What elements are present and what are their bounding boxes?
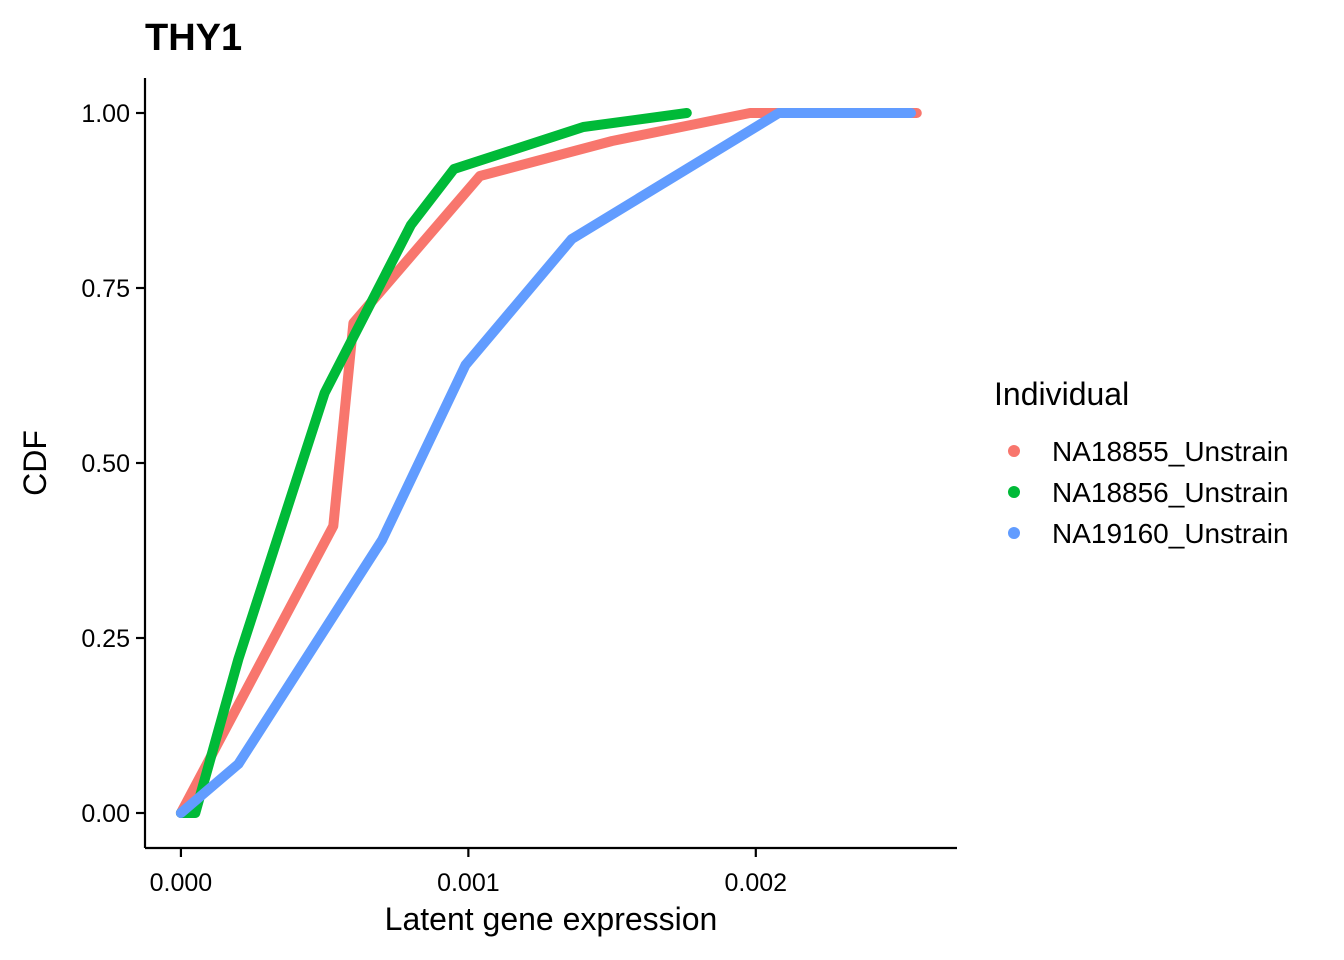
legend: Individual NA18855_Unstrain NA18856_Unstr… bbox=[994, 376, 1289, 549]
legend-label-2: NA19160_Unstrain bbox=[1052, 518, 1289, 549]
x-tick-label: 0.001 bbox=[437, 869, 500, 897]
y-axis-ticks: 0.00 0.25 0.50 0.75 1.00 bbox=[81, 100, 145, 828]
legend-label-0: NA18855_Unstrain bbox=[1052, 436, 1289, 467]
chart-title: THY1 bbox=[145, 17, 242, 59]
x-axis-ticks: 0.000 0.001 0.002 bbox=[150, 848, 787, 897]
legend-label-1: NA18856_Unstrain bbox=[1052, 477, 1289, 508]
x-tick-label: 0.002 bbox=[725, 869, 788, 897]
y-tick-label: 0.50 bbox=[81, 450, 130, 478]
legend-key-0 bbox=[1008, 445, 1020, 457]
y-tick-label: 0.00 bbox=[81, 800, 130, 828]
series-line-0 bbox=[175, 108, 922, 818]
y-tick-label: 1.00 bbox=[81, 100, 130, 128]
legend-items: NA18855_Unstrain NA18856_Unstrain NA19160_… bbox=[1008, 436, 1289, 549]
y-tick-label: 0.75 bbox=[81, 275, 130, 303]
series-line-1 bbox=[175, 108, 692, 818]
series-line-2 bbox=[175, 108, 916, 818]
x-axis-title: Latent gene expression bbox=[385, 901, 718, 937]
legend-key-1 bbox=[1008, 486, 1020, 498]
legend-title: Individual bbox=[994, 376, 1129, 412]
plot-lines bbox=[175, 108, 922, 818]
legend-key-2 bbox=[1008, 527, 1020, 539]
y-tick-label: 0.25 bbox=[81, 625, 130, 653]
y-axis-title: CDF bbox=[17, 430, 53, 496]
x-tick-label: 0.000 bbox=[150, 869, 213, 897]
